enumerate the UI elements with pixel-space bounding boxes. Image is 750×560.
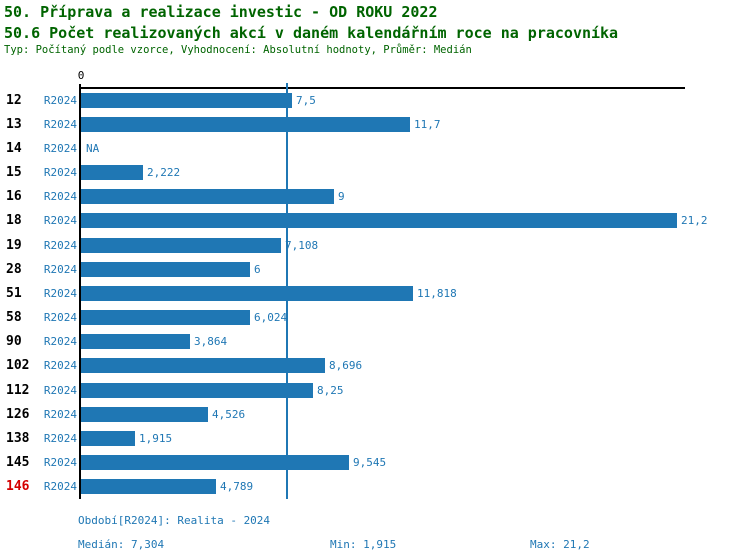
bar-58 [81,310,250,326]
row-category-label: 18 [6,213,22,229]
row-category-label: 12 [6,92,22,108]
row-category-label: 145 [6,455,30,471]
row-series-label: R2024 [43,335,77,349]
bar-value-label: 2,222 [147,166,181,180]
y-axis-line [79,84,81,499]
row-category-label: 15 [6,165,22,181]
row-series-label: R2024 [43,93,77,107]
bar-28 [81,261,250,277]
bar-145 [81,455,349,471]
row-category-label: 19 [6,237,22,253]
bar-value-label: 9 [338,190,345,204]
report-title: 50. Příprava a realizace investic - OD R… [4,3,438,21]
row-category-label: 112 [6,382,30,398]
row-series-label: R2024 [43,190,77,204]
row-category-label: 13 [6,116,22,132]
bar-value-label: 21,2 [681,214,708,228]
row-series-label: R2024 [43,214,77,228]
row-series-label: R2024 [43,480,77,494]
row-series-label: R2024 [43,383,77,397]
bar-value-label: 6 [254,262,261,276]
bar-value-label: 8,25 [317,383,344,397]
bar-value-label: 4,789 [220,480,254,494]
bar-18 [81,213,677,229]
report-subtitle: 50.6 Počet realizovaných akcí v daném ka… [4,24,619,42]
row-series-label: R2024 [43,432,77,446]
bar-value-label: 11,7 [414,117,441,131]
bar-102 [81,358,325,374]
max-stat-label: Max: 21,2 [530,538,590,551]
row-series-label: R2024 [43,359,77,373]
bar-value-label: 1,915 [139,432,173,446]
bar-112 [81,382,313,398]
row-category-label: 16 [6,189,22,205]
bar-value-label: 8,696 [329,359,363,373]
row-category-label: 14 [6,140,22,156]
row-category-label: 126 [6,406,30,422]
bar-value-label: 11,818 [417,286,457,300]
row-category-label: 102 [6,358,30,374]
bar-51 [81,285,413,301]
row-series-label: R2024 [43,311,77,325]
row-series-label: R2024 [43,262,77,276]
row-series-label: R2024 [43,141,77,155]
bar-value-label: 7,5 [296,93,316,107]
median-stat-label: Medián: 7,304 [78,538,165,551]
bar-138 [81,431,135,447]
bar-19 [81,237,281,253]
bar-value-label: 7,108 [285,238,319,252]
bar-value-label: 6,024 [254,311,288,325]
bar-15 [81,165,143,181]
bar-value-label: 4,526 [212,407,246,421]
report-meta-line: Typ: Počítaný podle vzorce, Vyhodnocení:… [4,44,472,56]
row-series-label: R2024 [43,117,77,131]
bar-value-label: NA [86,141,100,155]
row-series-label: R2024 [43,286,77,300]
row-category-label: 58 [6,310,22,326]
bar-126 [81,406,208,422]
row-category-label: 51 [6,285,22,301]
row-category-label: 90 [6,334,22,350]
bar-12 [81,92,292,108]
row-series-label: R2024 [43,407,77,421]
row-category-label: 146 [6,479,30,495]
x-axis-zero-label: 0 [77,69,85,82]
row-category-label: 138 [6,431,30,447]
bar-90 [81,334,190,350]
bar-value-label: 9,545 [353,456,387,470]
bar-13 [81,116,410,132]
row-series-label: R2024 [43,238,77,252]
row-series-label: R2024 [43,166,77,180]
x-axis-top-line [79,87,685,89]
bar-value-label: 3,864 [194,335,228,349]
bar-16 [81,189,334,205]
row-series-label: R2024 [43,456,77,470]
bar-146 [81,479,216,495]
period-label: Období[R2024]: Realita - 2024 [78,514,271,527]
row-category-label: 28 [6,261,22,277]
min-stat-label: Min: 1,915 [330,538,397,551]
